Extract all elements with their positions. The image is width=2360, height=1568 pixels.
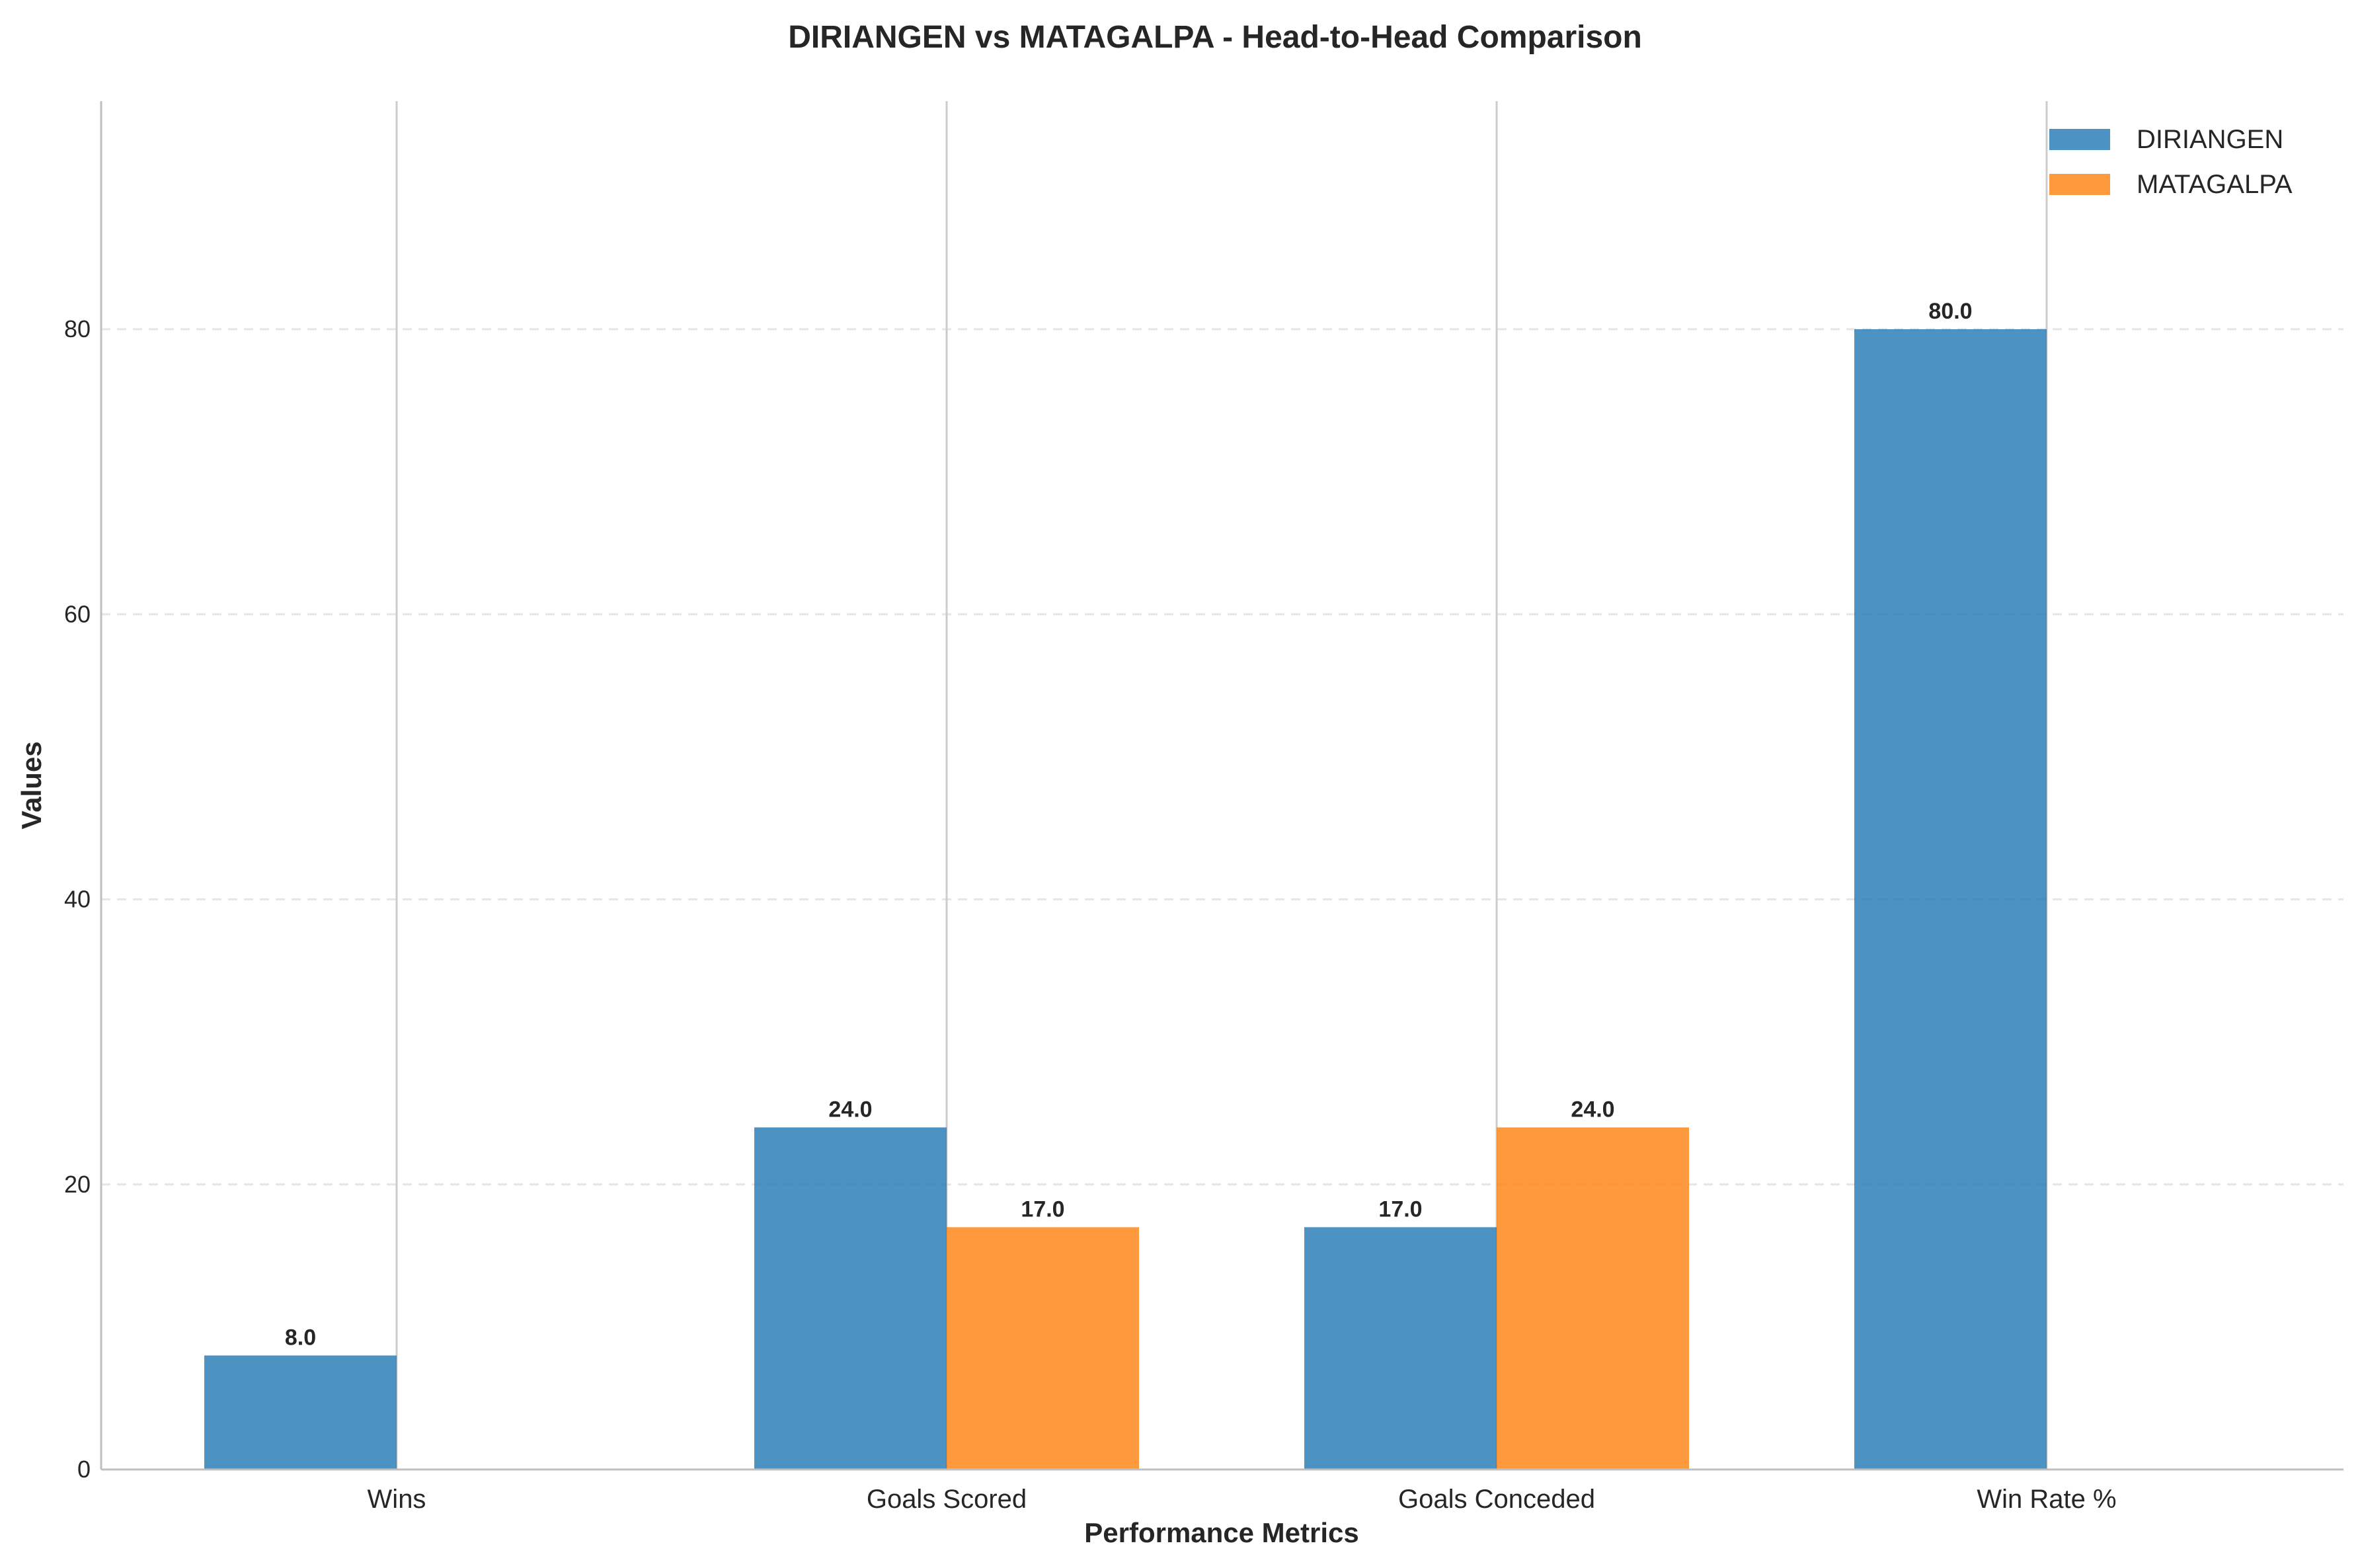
legend-label: MATAGALPA — [2137, 170, 2293, 199]
bar-matagalpa-2 — [1497, 1127, 1689, 1470]
data-label: 8.0 — [285, 1325, 316, 1351]
bar-diriangen-2 — [1304, 1227, 1497, 1470]
category-separators — [395, 101, 2048, 1470]
y-tick-label: 20 — [64, 1171, 91, 1198]
grid-lines — [101, 328, 2343, 1186]
data-label: 80.0 — [1928, 299, 1972, 324]
data-label: 24.0 — [828, 1097, 872, 1122]
legend-label: DIRIANGEN — [2137, 125, 2283, 154]
data-label: 17.0 — [1378, 1196, 1422, 1222]
y-tick-label: 0 — [77, 1456, 91, 1483]
x-tick-label: Wins — [368, 1485, 426, 1514]
x-tick-label: Goals Scored — [867, 1485, 1027, 1514]
y-axis-label: Values — [16, 741, 47, 829]
x-tick-label: Win Rate % — [1977, 1485, 2116, 1514]
data-label: 24.0 — [1571, 1097, 1614, 1122]
axes — [100, 101, 2343, 1471]
bar-diriangen-0 — [204, 1355, 397, 1470]
bars — [204, 329, 2047, 1470]
y-tick-label: 60 — [64, 600, 91, 627]
bar-diriangen-3 — [1854, 329, 2047, 1470]
chart-title: DIRIANGEN vs MATAGALPA - Head-to-Head Co… — [788, 20, 1642, 55]
y-tick-labels: 0 20 40 60 80 — [64, 315, 91, 1483]
y-tick-label: 80 — [64, 315, 91, 342]
legend-swatch — [2049, 129, 2110, 150]
legend: DIRIANGEN MATAGALPA — [2049, 125, 2293, 199]
data-labels: 8.0 24.0 17.0 80.0 17.0 24.0 — [285, 299, 1973, 1351]
x-tick-labels: Wins Goals Scored Goals Conceded Win Rate % — [368, 1485, 2117, 1514]
bar-matagalpa-1 — [947, 1227, 1139, 1470]
x-tick-label: Goals Conceded — [1398, 1485, 1595, 1514]
bar-diriangen-1 — [754, 1127, 947, 1470]
legend-swatch — [2049, 174, 2110, 195]
data-label: 17.0 — [1021, 1196, 1064, 1222]
y-tick-label: 40 — [64, 886, 91, 913]
x-axis-label: Performance Metrics — [1084, 1517, 1359, 1548]
